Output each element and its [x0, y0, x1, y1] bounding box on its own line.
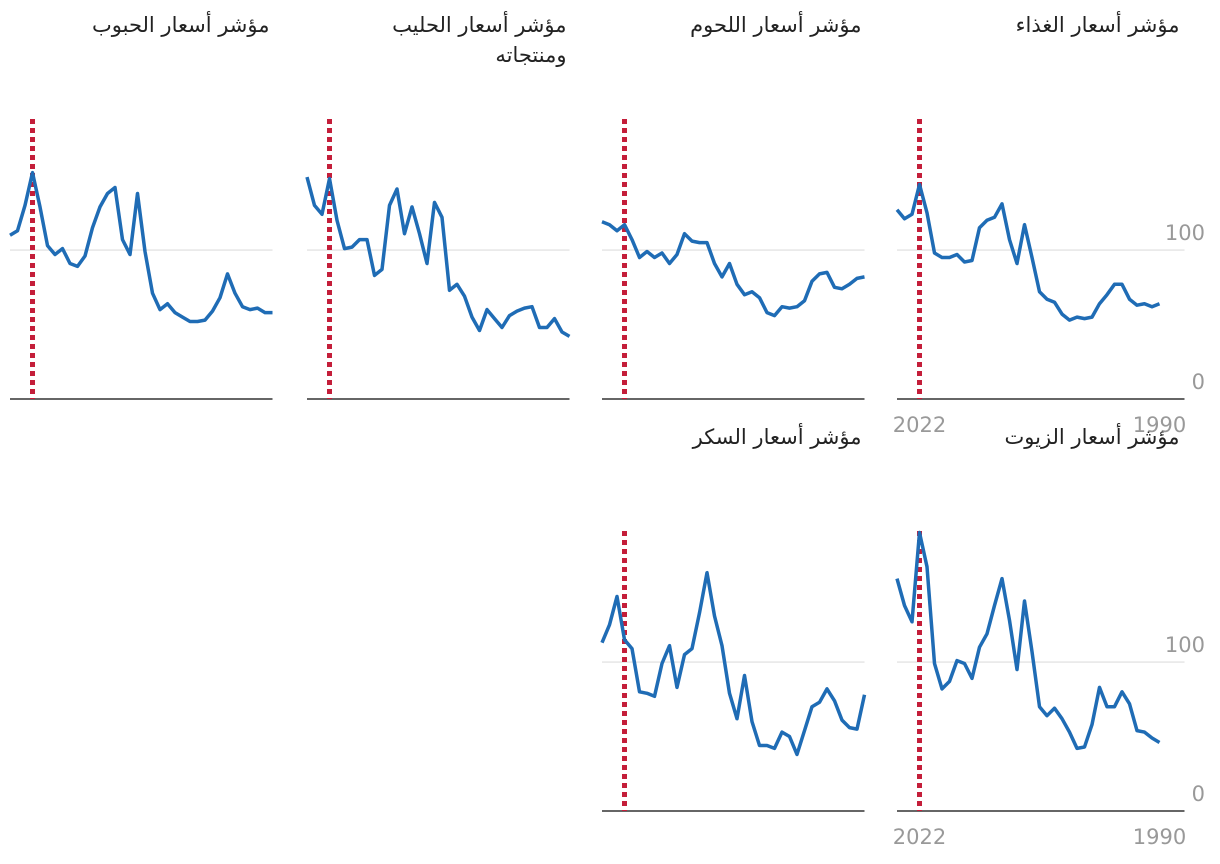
data-line: [600, 570, 867, 757]
x-tick-label: 2022: [893, 825, 946, 849]
y-tick-label: 100: [1165, 221, 1205, 245]
y-tick-label: 0: [1192, 370, 1205, 394]
data-line: [895, 530, 1161, 751]
panel-title: مؤشر أسعار السكر: [692, 425, 862, 449]
panel-title: مؤشر أسعار الغذاء: [1015, 13, 1180, 37]
x-tick-label: 1990: [1133, 825, 1186, 849]
y-tick-label: 100: [1165, 633, 1205, 657]
data-line: [305, 176, 571, 338]
x-tick-label: 2022: [893, 413, 946, 437]
panel-title: مؤشر أسعار الحبوب: [92, 13, 270, 37]
panel-title: مؤشر أسعار الزيوت: [1004, 425, 1180, 449]
y-tick-label: 0: [1192, 782, 1205, 806]
data-line: [9, 170, 273, 324]
panel-title: مؤشر أسعار اللحوم: [690, 13, 862, 37]
panel-title: مؤشر أسعار الحليب ومنتجاته: [392, 13, 567, 67]
data-line: [895, 182, 1161, 322]
x-tick-label: 1990: [1133, 413, 1186, 437]
data-line: [601, 220, 865, 318]
